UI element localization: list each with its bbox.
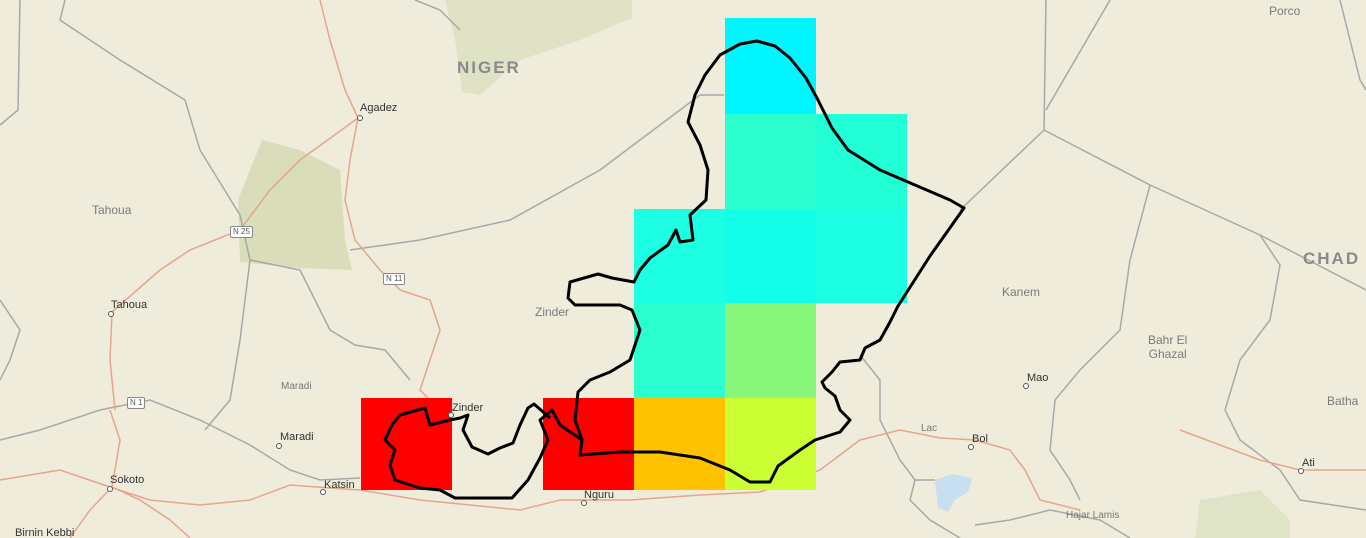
label-lac: Lac bbox=[921, 423, 938, 434]
city-marker-maradi bbox=[276, 443, 282, 449]
road-shield-n25: N 25 bbox=[230, 226, 253, 238]
label-hajar-lamis: Hajar Lamis bbox=[1066, 510, 1120, 521]
label-sokoto: Sokoto bbox=[110, 474, 145, 486]
road-shield-n11: N 11 bbox=[383, 273, 406, 285]
green-area-air bbox=[445, 0, 632, 95]
label-mao: Mao bbox=[1027, 372, 1049, 384]
city-marker-tahoua bbox=[108, 311, 114, 317]
city-marker-nguru bbox=[581, 500, 587, 506]
label-tahoua-city: Tahoua bbox=[111, 299, 148, 311]
green-area-south bbox=[1195, 490, 1290, 538]
label-agadez: Agadez bbox=[360, 102, 398, 114]
city-marker-zinder bbox=[448, 412, 454, 418]
city-marker-bol bbox=[968, 444, 974, 450]
label-batha: Batha bbox=[1327, 394, 1359, 408]
label-tahoua-region: Tahoua bbox=[92, 203, 132, 217]
city-marker-sokoto bbox=[107, 486, 113, 492]
cell-aqua-upper bbox=[725, 114, 816, 209]
label-porco: Porco bbox=[1269, 4, 1301, 18]
cell-orange bbox=[634, 398, 725, 490]
cell-red-2 bbox=[543, 398, 634, 490]
label-zinder-city: Zinder bbox=[452, 402, 484, 414]
green-area-termit bbox=[238, 140, 352, 270]
label-zinder-region: Zinder bbox=[535, 305, 570, 319]
label-chad: CHAD bbox=[1303, 249, 1361, 268]
lake-chad bbox=[935, 474, 972, 512]
city-marker-mao bbox=[1023, 383, 1029, 389]
cell-aqua-lower bbox=[634, 303, 725, 398]
cell-green bbox=[725, 303, 816, 398]
label-maradi-city: Maradi bbox=[280, 431, 314, 443]
study-area-outline-south bbox=[383, 402, 583, 500]
label-bahr-el-ghazal: Bahr El Ghazal bbox=[1148, 333, 1188, 361]
label-kanem: Kanem bbox=[1002, 285, 1041, 299]
road-shield-n1: N 1 bbox=[127, 397, 146, 409]
label-birnin-kebbi: Birnin Kebbi bbox=[15, 527, 75, 538]
label-maradi-region: Maradi bbox=[281, 381, 312, 392]
cell-aqua-mid bbox=[634, 209, 725, 303]
label-ati: Ati bbox=[1302, 457, 1315, 469]
city-marker-katsina bbox=[320, 489, 326, 495]
cell-cyan-top bbox=[725, 18, 816, 114]
study-area-outline bbox=[566, 39, 966, 484]
label-nguru: Nguru bbox=[584, 489, 614, 501]
city-marker-agadez bbox=[357, 115, 363, 121]
label-niger: NIGER bbox=[457, 58, 521, 77]
city-marker-ati bbox=[1298, 468, 1304, 474]
label-bol: Bol bbox=[972, 433, 988, 445]
cell-aqua-mid-2 bbox=[725, 209, 816, 303]
label-katsina: Katsin bbox=[324, 479, 355, 491]
cell-aqua-upper-2 bbox=[816, 114, 907, 209]
cell-aqua-mid-3 bbox=[816, 209, 907, 303]
